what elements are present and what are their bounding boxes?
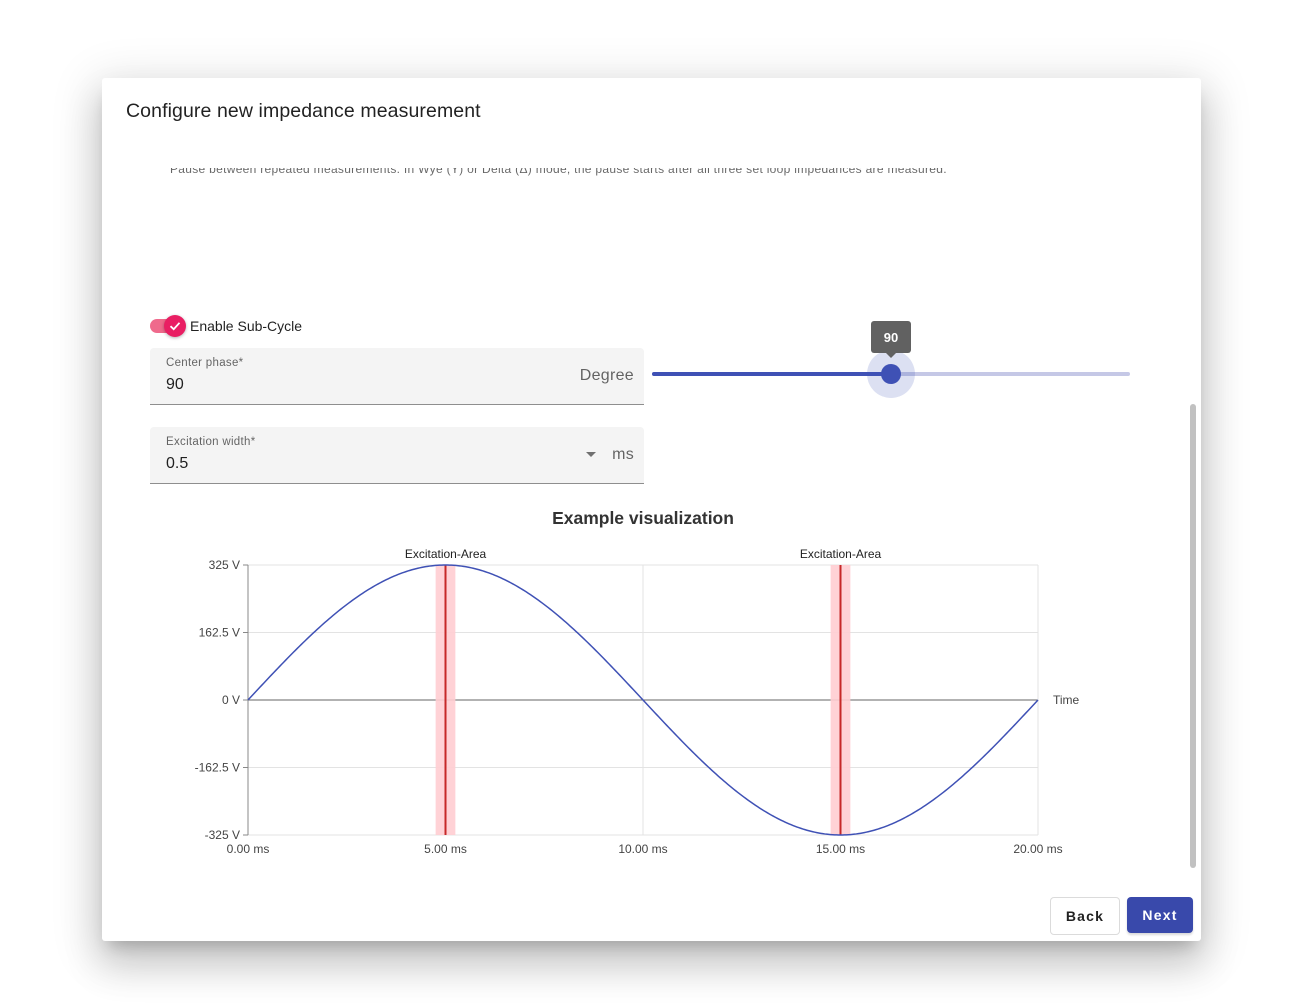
pause-hint-text: Pause between repeated measurements. In … — [170, 168, 947, 176]
dialog-content: Pause between repeated measurements. In … — [102, 168, 1201, 878]
y-tick-label: -325 V — [205, 828, 240, 842]
excitation-width-unit: ms — [612, 446, 634, 463]
x-axis-label: Time — [1053, 693, 1080, 707]
center-phase-label: Center phase* — [166, 357, 244, 369]
x-tick-label: 15.00 ms — [816, 842, 865, 856]
configure-measurement-dialog: Configure new impedance measurement Paus… — [102, 78, 1201, 941]
chart-title: Example visualization — [552, 508, 734, 528]
x-tick-label: 20.00 ms — [1013, 842, 1062, 856]
y-tick-label: -162.5 V — [195, 761, 240, 775]
dialog-title: Configure new impedance measurement — [126, 100, 481, 122]
slider-fill — [652, 372, 891, 376]
next-button[interactable]: Next — [1127, 897, 1193, 933]
excitation-width-label: Excitation width* — [166, 436, 256, 448]
y-tick-label: 0 V — [222, 693, 240, 707]
x-tick-label: 0.00 ms — [227, 842, 270, 856]
excitation-area-label: Excitation-Area — [800, 547, 882, 561]
y-tick-label: 162.5 V — [199, 626, 240, 640]
back-button[interactable]: Back — [1050, 897, 1120, 935]
scrollbar[interactable] — [1186, 168, 1198, 878]
scrollbar-thumb[interactable] — [1190, 404, 1196, 868]
excitation-width-field[interactable]: Excitation width* 0.5 ms — [150, 427, 644, 484]
x-tick-label: 10.00 ms — [618, 842, 667, 856]
dropdown-arrow-icon[interactable] — [586, 452, 596, 457]
excitation-width-input[interactable]: 0.5 — [166, 455, 189, 472]
excitation-area-label: Excitation-Area — [405, 547, 487, 561]
x-tick-label: 5.00 ms — [424, 842, 467, 856]
center-phase-unit: Degree — [579, 367, 634, 384]
slider-value-tooltip: 90 — [871, 321, 911, 358]
sine-wave-chart: 325 V 162.5 V 0 V -162.5 V -325 V0.00 ms 5.00… — [195, 547, 1080, 856]
center-phase-input[interactable]: 90 — [166, 376, 184, 393]
y-tick-label: 325 V — [209, 558, 240, 572]
subcycle-label: Enable Sub-Cycle — [190, 318, 303, 334]
slider-thumb[interactable] — [881, 364, 901, 384]
check-icon — [164, 315, 186, 337]
sine-series-line — [247, 564, 1039, 836]
center-phase-slider[interactable]: 90 — [652, 321, 1130, 398]
center-phase-field[interactable]: Center phase* 90 Degree — [150, 348, 644, 405]
subcycle-toggle[interactable] — [150, 315, 186, 337]
